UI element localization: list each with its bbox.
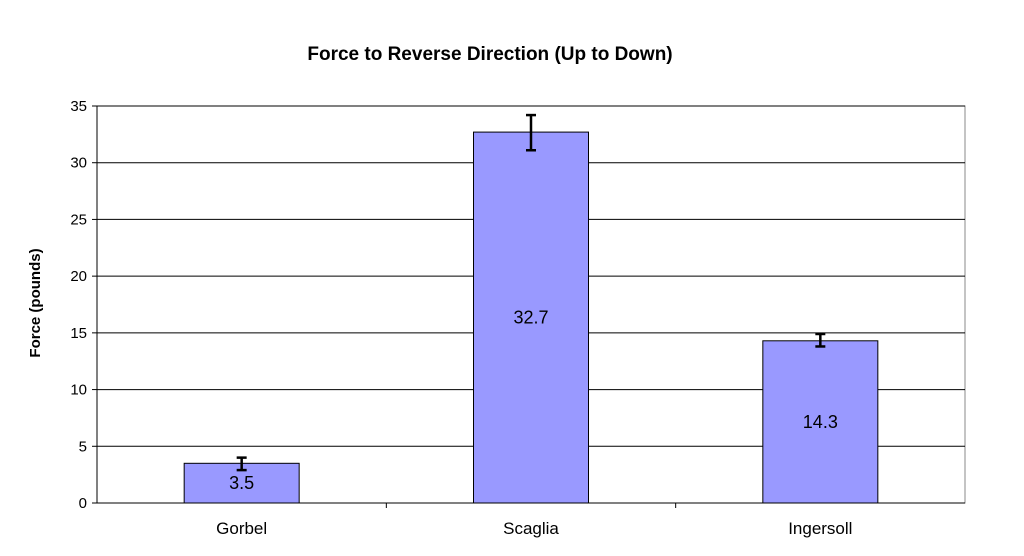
data-label: 3.5 [229, 473, 254, 493]
error-bars [236, 113, 826, 472]
data-label: 32.7 [513, 308, 548, 328]
x-category-label: Gorbel [216, 519, 267, 538]
chart-title: Force to Reverse Direction (Up to Down) [307, 44, 672, 65]
y-tick-label: 35 [70, 98, 87, 115]
bar-ingersoll [762, 340, 879, 504]
y-axis-ticks: 0 5 10 15 20 25 30 35 [70, 98, 97, 512]
bars [183, 131, 879, 504]
x-category-label: Scaglia [503, 519, 559, 538]
y-tick-label: 0 [79, 495, 87, 512]
y-tick-label: 25 [70, 211, 87, 228]
bar-scaglia [473, 131, 589, 504]
data-labels: 3.5 32.7 14.3 [229, 308, 838, 494]
y-tick-label: 30 [70, 155, 87, 172]
x-axis-categories: Gorbel Scaglia Ingersoll [216, 503, 852, 538]
y-tick-label: 5 [79, 438, 87, 455]
y-tick-label: 20 [70, 268, 87, 285]
y-tick-label: 10 [70, 382, 87, 399]
data-label: 14.3 [803, 412, 838, 432]
y-tick-label: 15 [70, 325, 87, 342]
y-axis-label: Force (pounds) [27, 248, 44, 357]
x-category-label: Ingersoll [788, 519, 852, 538]
